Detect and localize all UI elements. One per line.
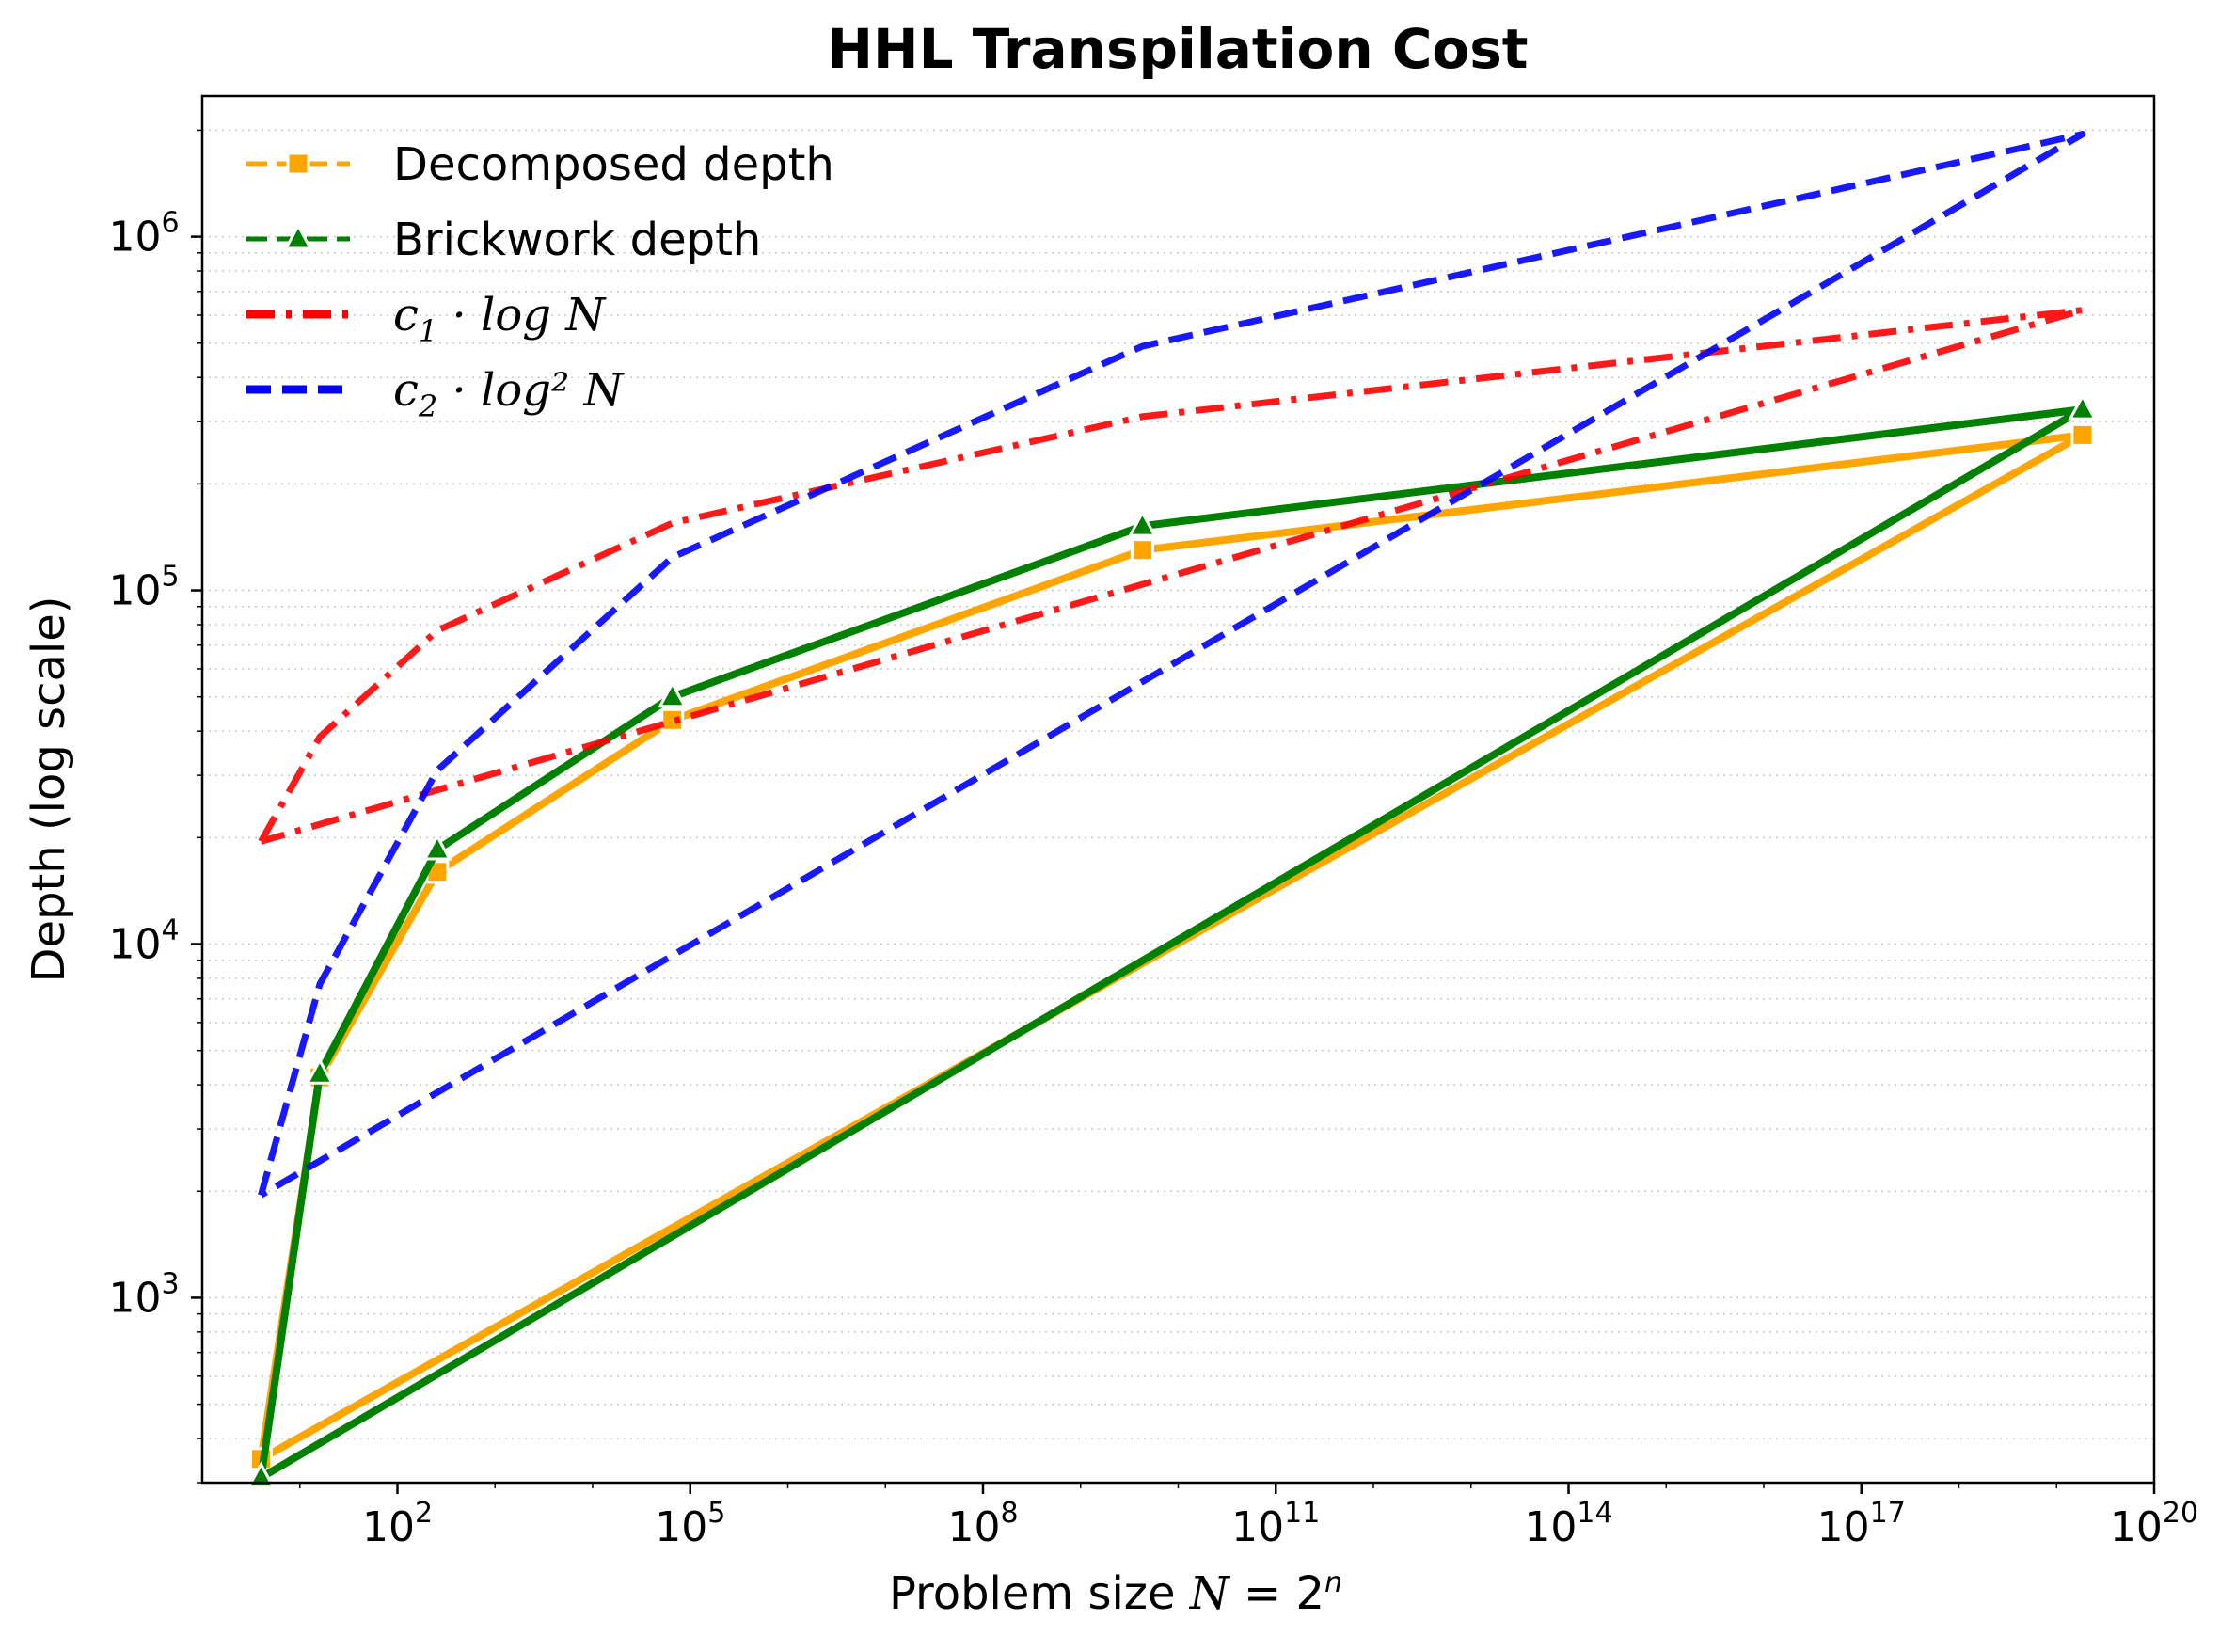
series-line bbox=[258, 131, 2086, 1199]
data-point bbox=[1130, 538, 1154, 563]
y-tick-label: 104 bbox=[108, 913, 179, 968]
series-3 bbox=[258, 307, 2086, 845]
y-tick-label: 103 bbox=[108, 1267, 179, 1322]
legend-label: c2 · log² N bbox=[393, 364, 626, 424]
legend-marker bbox=[286, 151, 310, 176]
chart-title: HHL Transpilation Cost bbox=[828, 17, 1529, 81]
x-axis-label: Problem size N = 2n bbox=[889, 1566, 1342, 1620]
x-tick-label: 1020 bbox=[2110, 1497, 2198, 1551]
y-axis-ticks: 103 104 105 106 bbox=[108, 129, 202, 1484]
legend-item-4: c2 · log² N bbox=[246, 364, 626, 424]
legend-label: Brickwork depth bbox=[393, 214, 761, 266]
data-point bbox=[658, 680, 688, 708]
x-tick-label: 1017 bbox=[1817, 1497, 1906, 1551]
y-tick-label: 106 bbox=[108, 207, 179, 262]
data-point bbox=[1127, 510, 1157, 537]
legend-label: Decomposed depth bbox=[393, 138, 834, 191]
data-point bbox=[422, 833, 452, 861]
x-tick-label: 105 bbox=[655, 1497, 725, 1551]
legend-marker bbox=[283, 222, 313, 250]
legend-item-2: Brickwork depth bbox=[246, 214, 761, 266]
x-tick-label: 1014 bbox=[1524, 1497, 1612, 1551]
data-point bbox=[2070, 422, 2095, 447]
data-point bbox=[246, 1461, 276, 1489]
legend: Decomposed depth Brickwork depth c1 · log … bbox=[246, 138, 834, 424]
data-point bbox=[305, 1057, 335, 1085]
y-tick-label: 105 bbox=[108, 561, 179, 615]
x-tick-label: 1011 bbox=[1231, 1497, 1320, 1551]
x-tick-label: 108 bbox=[947, 1497, 1018, 1551]
y-axis-label: Depth (log scale) bbox=[23, 596, 75, 982]
legend-item-3: c1 · log N bbox=[246, 289, 607, 349]
series-2 bbox=[246, 392, 2098, 1489]
series-layer bbox=[246, 131, 2098, 1489]
x-axis-ticks: 102 105 108 1011 1014 1017 1020 bbox=[299, 1483, 2198, 1551]
series-line bbox=[258, 307, 2086, 845]
grid-lines bbox=[202, 129, 2154, 1484]
legend-label: c1 · log N bbox=[393, 289, 607, 349]
x-tick-label: 102 bbox=[362, 1497, 433, 1551]
legend-item-1: Decomposed depth bbox=[246, 138, 834, 191]
data-point bbox=[2068, 392, 2098, 421]
data-point bbox=[660, 707, 685, 732]
series-4 bbox=[258, 131, 2086, 1199]
